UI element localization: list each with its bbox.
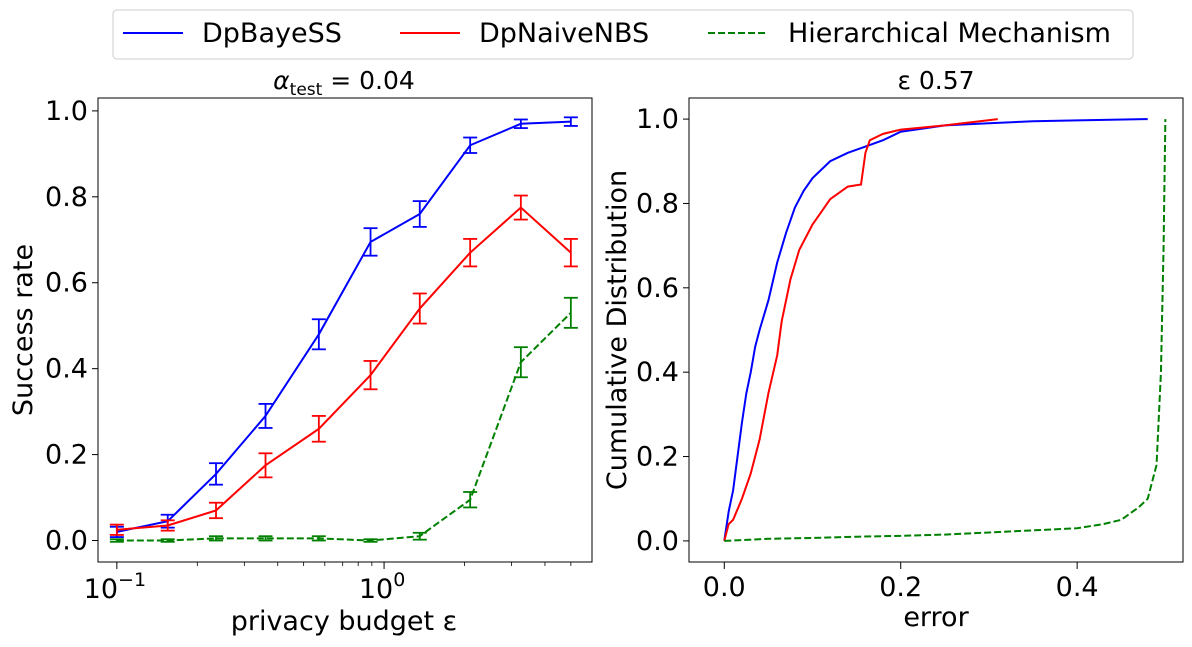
right-xlabel: error <box>903 602 969 633</box>
legend-frame <box>112 9 1134 60</box>
left-xtick-base: 10 <box>84 574 118 605</box>
title-alpha-symbol: α <box>273 66 290 95</box>
right-series-line-hierarchical-mechanism <box>724 119 1167 542</box>
left-xtick-exponent: −1 <box>118 569 146 591</box>
legend: DpBayeSS DpNaiveNBS Hierarchical Mechani… <box>112 9 1134 60</box>
left-ytick-label: 0.0 <box>45 526 88 557</box>
right-xtick-label: 0.2 <box>879 572 922 603</box>
right-ytick-label: 1.0 <box>636 104 679 135</box>
right-axes-layer: 0.0 0.2 0.4 0.6 0.8 1.0 0.0 0.2 0.4 <box>636 104 1099 603</box>
left-xtick-base: 10 <box>359 574 393 605</box>
left-ytick-label: 1.0 <box>45 96 88 127</box>
legend-label-dpnaivenbs: DpNaiveNBS <box>479 18 649 49</box>
left-plot-frame <box>97 97 593 563</box>
left-ylabel: Success rate <box>8 244 39 416</box>
left-series-line-hierarchical-mechanism <box>116 312 572 542</box>
title-subscript: test <box>290 80 323 100</box>
left-xlabel: privacy budget ε <box>231 606 458 637</box>
right-xtick-label: 0.4 <box>1056 572 1099 603</box>
left-axes-layer: 0.00.20.40.60.81.010−1 100 <box>45 96 572 605</box>
right-ylabel: Cumulative Distribution <box>602 170 633 490</box>
left-ytick-label: 0.8 <box>45 182 88 213</box>
right-ytick-label: 0.6 <box>636 273 679 304</box>
left-xtick-exponent: 0 <box>393 569 405 591</box>
legend-label-hierarchical: Hierarchical Mechanism <box>788 18 1111 49</box>
right-plot-frame <box>688 97 1184 563</box>
right-ytick-label: 0.8 <box>636 188 679 219</box>
left-ytick-label: 0.6 <box>45 268 88 299</box>
right-series-line-dpbayess <box>723 118 1148 542</box>
right-ytick-label: 0.0 <box>636 526 679 557</box>
legend-label-dpbayess: DpBayeSS <box>202 18 342 49</box>
right-chart-title: ε 0.57 <box>897 66 974 95</box>
left-chart: αtest = 0.04 0.00.20.40.60.81.010−1 100 p… <box>8 66 593 637</box>
left-xtick-label: 100 <box>359 569 405 605</box>
right-series-line-dpnaivenbs <box>723 118 998 542</box>
left-xtick-label: 10−1 <box>84 569 146 605</box>
right-xtick-label: 0.0 <box>703 572 746 603</box>
right-ytick-label: 0.2 <box>636 442 679 473</box>
right-ytick-label: 0.4 <box>636 357 679 388</box>
left-ytick-label: 0.4 <box>45 354 88 385</box>
right-chart: ε 0.57 0.0 0.2 0.4 0.6 0.8 1.0 0.0 0.2 0.4 error… <box>602 66 1184 633</box>
left-series-line-dpnaivenbs <box>116 206 572 531</box>
left-series-line-dpbayess <box>116 120 571 533</box>
left-ytick-label: 0.2 <box>45 440 88 471</box>
title-rest: = 0.04 <box>322 66 415 95</box>
left-series-layer <box>109 116 578 543</box>
left-chart-title: αtest = 0.04 <box>273 66 415 100</box>
right-series-layer <box>723 118 1167 542</box>
